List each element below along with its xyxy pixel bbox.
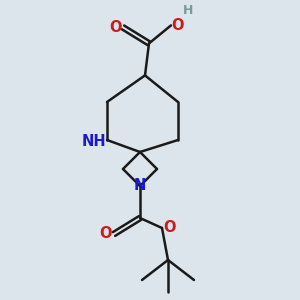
Text: H: H [183,4,193,17]
Text: O: O [109,20,121,35]
Text: N: N [134,178,146,193]
Text: O: O [100,226,112,242]
Text: NH: NH [82,134,106,148]
Text: O: O [164,220,176,236]
Text: O: O [172,18,184,33]
